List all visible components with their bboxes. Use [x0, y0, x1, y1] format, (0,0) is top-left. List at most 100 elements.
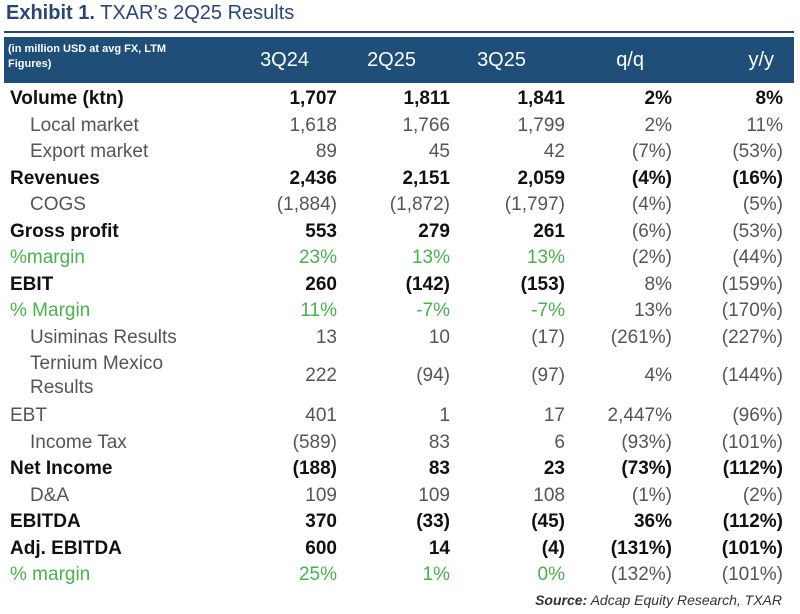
- row-label: Adj. EBITDA: [10, 537, 122, 559]
- source-note: Source: Adcap Equity Research, TXAR: [535, 592, 782, 608]
- row-label: EBIT: [10, 273, 54, 295]
- cell-2q25: 1%: [422, 564, 450, 585]
- row-net-income: Net Income (188) 83 23 (73%) (112%): [0, 455, 800, 482]
- cell-3q24: 260: [305, 273, 337, 295]
- cell-3q24: 2,436: [289, 167, 337, 189]
- row-label-line-2: Results: [30, 377, 94, 398]
- units-note: (in million USD at avg FX, LTM Figures): [8, 43, 167, 70]
- row-ebt: EBT 401 1 17 2,447% (96%): [0, 402, 800, 429]
- row-local-market: Local market 1,618 1,766 1,799 2% 11%: [0, 112, 800, 139]
- row-label: % margin: [10, 564, 91, 585]
- cell-3q25: 6: [554, 431, 565, 453]
- row-label: Income Tax: [30, 431, 127, 453]
- cell-3q25: 108: [533, 484, 565, 506]
- row-label: Local market: [30, 114, 139, 136]
- row-label: EBT: [10, 405, 47, 426]
- cell-2q25: 13%: [411, 247, 450, 268]
- cell-2q25: 279: [418, 220, 450, 242]
- cell-3q24: 222: [305, 365, 337, 386]
- column-header-3q24: 3Q24: [260, 49, 309, 71]
- cell-qq: (7%): [631, 141, 672, 162]
- cell-3q25: 1,841: [517, 88, 565, 109]
- cell-qq: (93%): [621, 431, 672, 453]
- cell-qq: 4%: [644, 365, 672, 386]
- cell-qq: (261%): [610, 326, 672, 348]
- row-label: %margin: [10, 247, 85, 268]
- cell-yy: (144%): [721, 365, 783, 386]
- cell-2q25: (33): [416, 511, 450, 532]
- row-label: EBITDA: [10, 511, 81, 532]
- cell-yy: (159%): [721, 273, 783, 295]
- row-label: D&A: [30, 484, 70, 506]
- row-label: Revenues: [10, 167, 100, 189]
- row-volume: Volume (ktn) 1,707 1,811 1,841 2% 8%: [0, 85, 800, 112]
- row-label: Ternium Mexico Results: [30, 352, 163, 400]
- cell-3q24: 1,618: [289, 114, 337, 136]
- row-usiminas-results: Usiminas Results 13 10 (17) (261%) (227%…: [0, 324, 800, 351]
- row-ebitda-margin: % margin 25% 1% 0% (132%) (101%): [0, 561, 800, 588]
- cell-qq: 2%: [644, 88, 672, 109]
- cell-3q24: (589): [292, 431, 337, 453]
- row-ebit: EBIT 260 (142) (153) 8% (159%): [0, 271, 800, 298]
- exhibit-number: Exhibit 1.: [6, 2, 95, 24]
- cell-yy: (2%): [742, 484, 783, 506]
- column-header-yy: y/y: [748, 49, 774, 71]
- cell-qq: (4%): [631, 194, 672, 215]
- cell-qq: (132%): [610, 564, 672, 585]
- row-label-line-1: Ternium Mexico: [30, 353, 164, 374]
- cell-qq: 13%: [633, 300, 672, 321]
- cell-qq: 36%: [633, 511, 672, 532]
- cell-yy: (16%): [732, 167, 783, 189]
- cell-yy: (227%): [721, 326, 783, 348]
- table-header: (in million USD at avg FX, LTM Figures) …: [4, 37, 794, 83]
- row-ternium-mexico-results: Ternium Mexico Results 222 (94) (97) 4% …: [0, 350, 800, 402]
- cell-2q25: 83: [428, 458, 450, 479]
- cell-qq: (6%): [631, 220, 672, 242]
- cell-yy: (53%): [732, 220, 783, 242]
- cell-yy: (101%): [721, 564, 783, 585]
- row-adj-ebitda: Adj. EBITDA 600 14 (4) (131%) (101%): [0, 535, 800, 562]
- column-header-qq: q/q: [616, 49, 644, 71]
- row-label: Usiminas Results: [30, 326, 177, 348]
- cell-yy: (53%): [732, 141, 783, 162]
- cell-3q24: 13: [315, 326, 337, 348]
- cell-2q25: -7%: [416, 300, 450, 321]
- cell-2q25: 1,766: [402, 114, 450, 136]
- cell-3q25: 13%: [526, 247, 565, 268]
- cell-2q25: 1,811: [403, 88, 451, 109]
- cell-yy: (112%): [722, 511, 783, 532]
- cell-qq: (131%): [610, 537, 672, 559]
- cell-3q25: 0%: [537, 564, 565, 585]
- cell-yy: 8%: [755, 88, 783, 109]
- source-text: Adcap Equity Research, TXAR: [590, 592, 782, 608]
- row-gross-margin: %margin 23% 13% 13% (2%) (44%): [0, 244, 800, 271]
- row-cogs: COGS (1,884) (1,872) (1,797) (4%) (5%): [0, 191, 800, 218]
- cell-3q24: 23%: [298, 247, 337, 268]
- row-label: Volume (ktn): [10, 88, 124, 109]
- cell-3q25: (1,797): [504, 194, 565, 215]
- cell-3q24: 109: [305, 484, 337, 506]
- cell-qq: 2%: [644, 114, 672, 136]
- cell-qq: (1%): [631, 484, 672, 506]
- cell-2q25: 1: [439, 405, 450, 426]
- cell-3q25: (17): [531, 326, 565, 348]
- cell-3q24: 11%: [300, 300, 337, 321]
- cell-3q25: 17: [543, 405, 565, 426]
- cell-yy: (101%): [721, 431, 783, 453]
- source-prefix: Source:: [535, 592, 588, 608]
- cell-3q24: 370: [305, 511, 337, 532]
- cell-3q25: -7%: [531, 300, 565, 321]
- cell-qq: 2,447%: [607, 405, 672, 426]
- row-label: Net Income: [10, 458, 113, 479]
- row-label: Gross profit: [10, 220, 119, 242]
- cell-3q25: (153): [520, 273, 565, 295]
- cell-2q25: (142): [405, 273, 450, 295]
- cell-3q24: (188): [292, 458, 337, 479]
- cell-yy: (112%): [722, 458, 783, 479]
- cell-3q25: 23: [543, 458, 565, 479]
- cell-yy: (96%): [732, 405, 783, 426]
- row-d-and-a: D&A 109 109 108 (1%) (2%): [0, 482, 800, 509]
- row-ebit-margin: % Margin 11% -7% -7% 13% (170%): [0, 297, 800, 324]
- cell-3q24: 25%: [298, 564, 337, 585]
- row-label: % Margin: [10, 300, 91, 321]
